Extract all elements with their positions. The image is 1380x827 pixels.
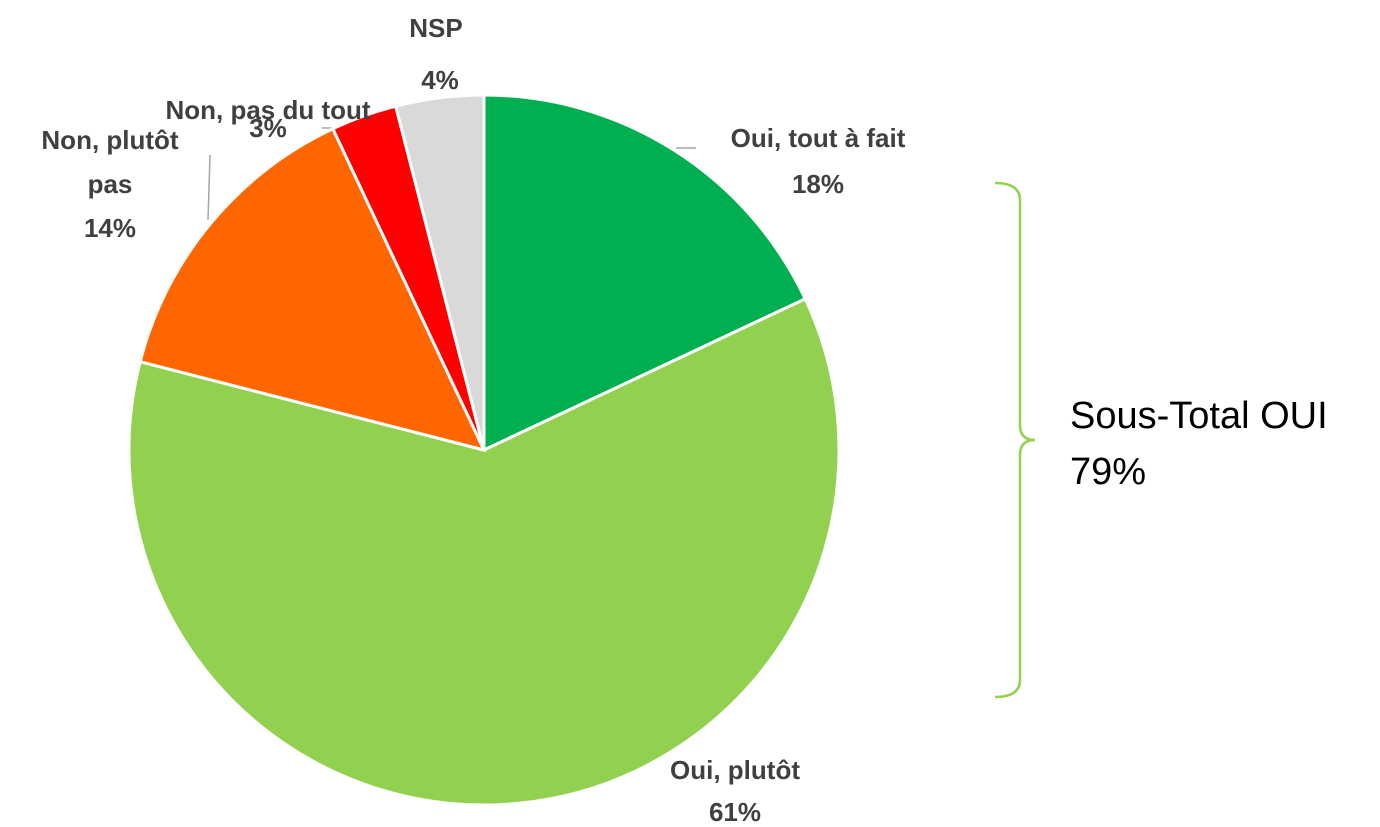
value-label: 61% [708,797,762,827]
slice-label: Non, plutôt pas [41,125,179,199]
slice-label: Oui, plutôt [670,755,800,785]
slice-label: Non, pas du tout [165,95,371,125]
value-label: 14% [83,213,137,243]
leader-lines [207,127,696,221]
value-label: 3% [249,113,287,143]
pie-slice [127,296,841,807]
slice-label: Oui, tout à fait [730,123,906,153]
pie-slice [138,126,487,453]
value-label: 18% [791,169,845,199]
pie-slice [482,93,808,453]
annotation-text: Sous-Total OUI [1070,395,1328,437]
annotation-value: 79% [1070,451,1147,493]
slice-label: NSP [409,13,463,43]
pie-slice [393,93,486,451]
value-label: 4% [421,65,459,95]
bracket [994,181,1036,699]
